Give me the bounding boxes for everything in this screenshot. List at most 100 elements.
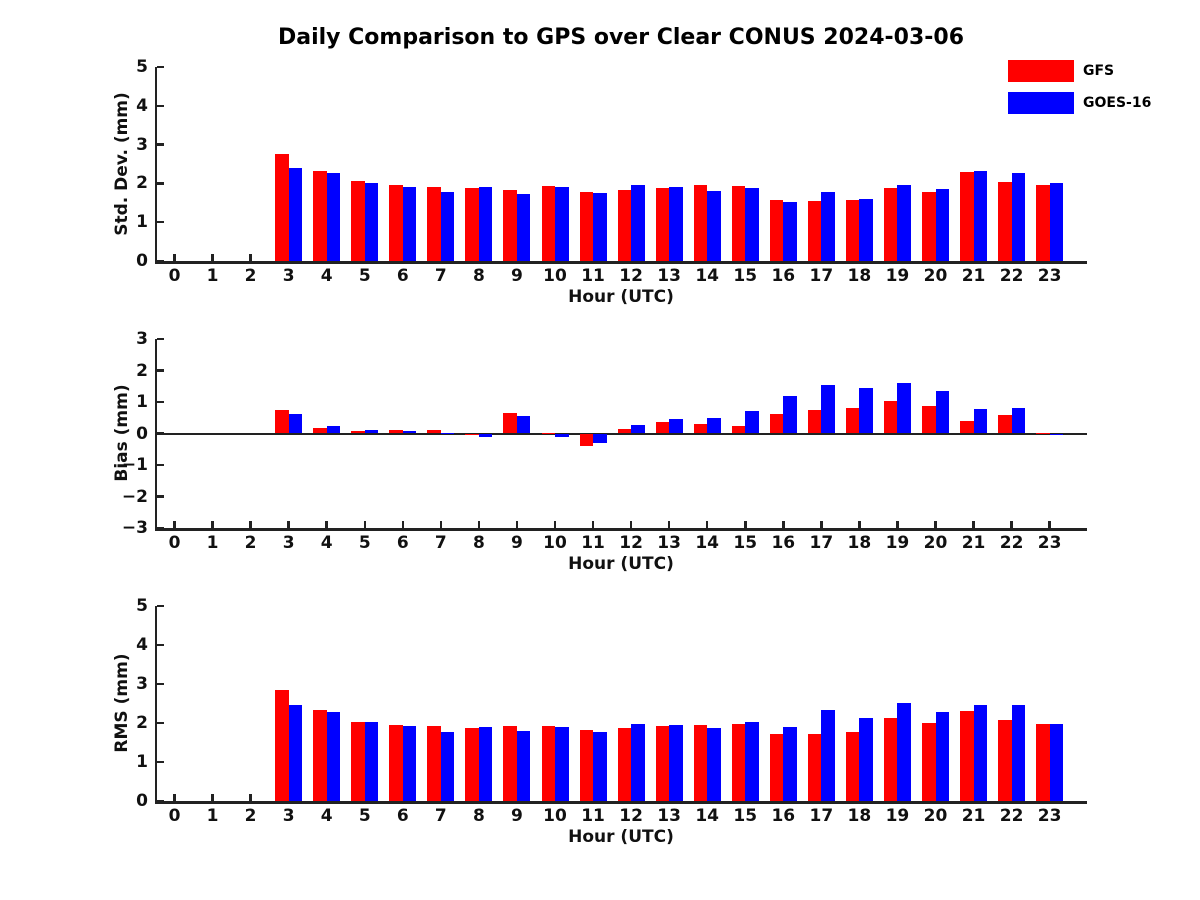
x-tick bbox=[515, 521, 519, 528]
bar-goes16-h7 bbox=[440, 432, 455, 434]
bar-goes16-h8 bbox=[478, 186, 493, 261]
bar-gfs-h14 bbox=[693, 185, 708, 261]
bar-gfs-h18 bbox=[845, 731, 860, 801]
bar-goes16-h10 bbox=[555, 726, 569, 801]
x-tick-label: 14 bbox=[695, 266, 720, 286]
bar-goes16-h12 bbox=[631, 185, 645, 261]
bar-goes16-h19 bbox=[897, 703, 911, 801]
bar-gfs-h7 bbox=[427, 725, 441, 801]
bar-gfs-h19 bbox=[883, 188, 898, 261]
x-tick-label: 18 bbox=[847, 533, 872, 553]
bar-gfs-h5 bbox=[351, 721, 365, 801]
bar-gfs-h17 bbox=[807, 201, 822, 261]
x-tick-label: 22 bbox=[999, 806, 1024, 826]
bar-gfs-h4 bbox=[313, 170, 327, 261]
x-tick-label: 4 bbox=[320, 806, 333, 826]
x-tick-label: 3 bbox=[282, 266, 295, 286]
bar-goes16-h19 bbox=[897, 383, 911, 434]
bar-gfs-h6 bbox=[389, 429, 403, 434]
y-tick-label: 5 bbox=[136, 57, 148, 77]
bar-gfs-h18 bbox=[845, 407, 860, 434]
x-tick-label: 20 bbox=[923, 806, 948, 826]
y-tick-label: −3 bbox=[121, 518, 148, 538]
y-tick-label: 0 bbox=[136, 251, 148, 271]
bar-goes16-h15 bbox=[745, 722, 759, 801]
y-tick-label: 3 bbox=[136, 134, 148, 155]
y-tick-label: 4 bbox=[136, 95, 148, 116]
bar-gfs-h16 bbox=[769, 734, 784, 801]
bar-goes16-h3 bbox=[288, 414, 303, 434]
x-tick-label: 0 bbox=[168, 266, 181, 286]
y-tick bbox=[157, 220, 164, 224]
bar-gfs-h20 bbox=[922, 191, 936, 261]
x-tick-label: 6 bbox=[396, 266, 409, 286]
x-tick bbox=[173, 254, 176, 261]
x-tick bbox=[173, 794, 176, 801]
bar-gfs-h13 bbox=[655, 422, 670, 434]
bar-goes16-h21 bbox=[973, 170, 988, 261]
bar-gfs-h16 bbox=[769, 414, 784, 434]
bar-gfs-h6 bbox=[389, 724, 403, 801]
y-axis-spine bbox=[154, 67, 157, 264]
x-tick-label: 23 bbox=[1037, 806, 1062, 826]
x-tick-label: 20 bbox=[923, 533, 948, 553]
y-tick bbox=[157, 182, 164, 185]
x-tick bbox=[287, 521, 290, 528]
bar-goes16-h11 bbox=[593, 192, 607, 261]
bar-goes16-h12 bbox=[631, 424, 645, 434]
x-tick bbox=[744, 521, 747, 528]
bar-gfs-h21 bbox=[960, 420, 974, 434]
bar-gfs-h10 bbox=[541, 725, 555, 801]
bar-gfs-h21 bbox=[960, 172, 974, 261]
y-tick-label: −1 bbox=[121, 455, 148, 475]
bar-gfs-h17 bbox=[807, 733, 822, 801]
y-axis-label-rms: RMS (mm) bbox=[112, 653, 132, 753]
y-tick-label: 0 bbox=[136, 791, 148, 811]
bar-gfs-h23 bbox=[1036, 723, 1050, 801]
bar-goes16-h4 bbox=[326, 711, 341, 801]
x-tick bbox=[249, 521, 252, 528]
x-tick-label: 1 bbox=[206, 266, 219, 286]
y-tick-label: 0 bbox=[136, 423, 148, 444]
x-tick-label: 19 bbox=[885, 266, 910, 286]
x-tick bbox=[325, 521, 328, 528]
bar-gfs-h6 bbox=[389, 185, 403, 261]
x-tick-label: 7 bbox=[434, 533, 447, 553]
x-tick-label: 11 bbox=[581, 806, 605, 826]
x-tick bbox=[173, 521, 176, 528]
y-tick-label: 1 bbox=[136, 212, 148, 233]
x-tick-label: 17 bbox=[809, 806, 834, 826]
bar-goes16-h23 bbox=[1049, 433, 1064, 435]
plot-area-bias: −3 −2 −1 0 1 2 3 0 1 2 3 4 5 6 7 8 9 10 11 12 13 14 15 16 17 18 19… bbox=[122, 329, 1087, 553]
legend: GFS GOES-16 bbox=[1008, 60, 1151, 124]
bar-goes16-h20 bbox=[935, 712, 949, 801]
y-tick-label: 1 bbox=[136, 392, 148, 412]
y-tick bbox=[157, 143, 164, 146]
legend-swatch-gfs bbox=[1008, 60, 1074, 82]
x-tick bbox=[782, 521, 785, 528]
x-tick-label: 1 bbox=[206, 806, 219, 826]
x-tick-label: 14 bbox=[695, 806, 720, 826]
bar-gfs-h22 bbox=[998, 414, 1012, 434]
y-tick-label: 4 bbox=[136, 635, 148, 655]
x-tick-label: 21 bbox=[961, 533, 986, 553]
bar-goes16-h23 bbox=[1049, 724, 1064, 801]
x-axis-label-bias: Hour (UTC) bbox=[568, 554, 674, 574]
x-tick bbox=[211, 794, 214, 801]
y-tick bbox=[157, 799, 164, 803]
bar-goes16-h15 bbox=[745, 188, 759, 261]
x-tick-label: 17 bbox=[809, 266, 834, 286]
bar-goes16-h9 bbox=[516, 416, 531, 434]
x-tick-label: 5 bbox=[358, 533, 371, 553]
x-axis-spine bbox=[154, 261, 1087, 264]
bar-goes16-h11 bbox=[593, 433, 607, 443]
y-tick bbox=[157, 337, 164, 341]
bar-gfs-h21 bbox=[960, 710, 974, 801]
bar-goes16-h9 bbox=[516, 730, 531, 801]
y-tick bbox=[157, 65, 164, 69]
x-tick bbox=[667, 521, 671, 528]
bar-goes16-h14 bbox=[707, 190, 721, 261]
bar-goes16-h17 bbox=[821, 710, 835, 801]
x-tick-label: 12 bbox=[619, 533, 643, 553]
y-tick-label: 2 bbox=[136, 713, 148, 733]
